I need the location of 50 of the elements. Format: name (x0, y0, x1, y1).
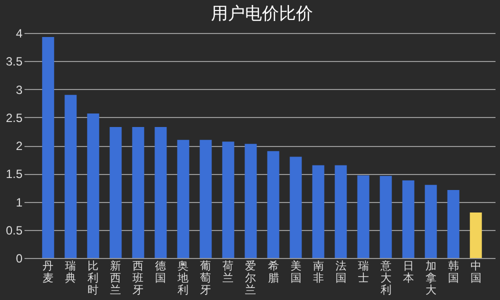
x-tick-label: 奥地利 (176, 260, 189, 296)
y-tick-label: 1 (16, 195, 23, 210)
x-tick-label: 德国 (155, 260, 166, 284)
y-tick-label: 1.5 (6, 167, 23, 182)
y-tick-label: 2 (16, 139, 23, 153)
x-tick-label: 爱尔兰 (245, 260, 256, 296)
x-tick-label: 比利时 (88, 260, 99, 296)
x-tick-label: 葡萄牙 (200, 260, 212, 296)
bar (200, 140, 212, 258)
x-tick-label: 日本 (402, 260, 414, 284)
x-tick-label: 美国 (290, 260, 302, 284)
x-tick-label: 西班牙 (132, 260, 144, 296)
y-tick-label: 2.5 (6, 110, 23, 125)
x-tick-label: 意大利 (379, 260, 392, 296)
y-tick-label: 3.5 (6, 54, 23, 69)
x-tick-label: 瑞士 (358, 260, 369, 284)
bar (357, 175, 370, 258)
bar (470, 212, 482, 258)
bar (290, 156, 302, 258)
bar (110, 126, 122, 258)
y-tick-label: 0 (16, 252, 23, 266)
x-tick-label: 加拿大 (425, 260, 436, 296)
x-tick-label: 法国 (335, 260, 346, 284)
bar (177, 140, 190, 258)
bar (380, 176, 392, 258)
chart-title: 用户电价比价 (211, 4, 313, 24)
bar (154, 126, 167, 258)
y-tick-label: 4 (16, 26, 23, 40)
bar (334, 165, 347, 258)
bar (42, 36, 54, 258)
bar (424, 184, 437, 258)
bar (267, 151, 280, 258)
bar (402, 180, 414, 258)
bar (64, 94, 77, 258)
bar (312, 165, 324, 258)
x-tick-label: 南非 (312, 260, 324, 284)
x-tick-label: 瑞典 (65, 260, 76, 284)
x-tick-label: 希腊 (268, 260, 279, 284)
y-tick-label: 0.5 (6, 223, 23, 238)
bar (244, 144, 257, 258)
x-tick-label: 韩国 (448, 260, 459, 284)
bar (132, 126, 144, 258)
bar (222, 142, 234, 258)
y-tick-label: 3 (16, 82, 23, 97)
x-tick-label: 丹麦 (42, 260, 54, 284)
x-tick-label: 荷兰 (222, 260, 234, 284)
bar (447, 190, 460, 258)
bar (87, 113, 100, 258)
x-tick-label: 新西兰 (110, 260, 122, 296)
x-tick-label: 中国 (470, 260, 482, 284)
